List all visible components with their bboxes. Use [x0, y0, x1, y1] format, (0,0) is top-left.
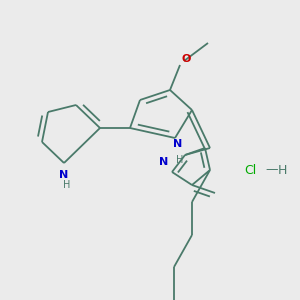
Text: Cl: Cl [244, 164, 256, 176]
Text: N: N [159, 157, 169, 167]
Text: N: N [173, 139, 183, 149]
Text: H: H [176, 155, 184, 165]
Text: N: N [59, 170, 69, 180]
Text: —: — [266, 164, 278, 176]
Text: H: H [63, 180, 71, 190]
Text: O: O [181, 54, 191, 64]
Text: H: H [277, 164, 287, 176]
